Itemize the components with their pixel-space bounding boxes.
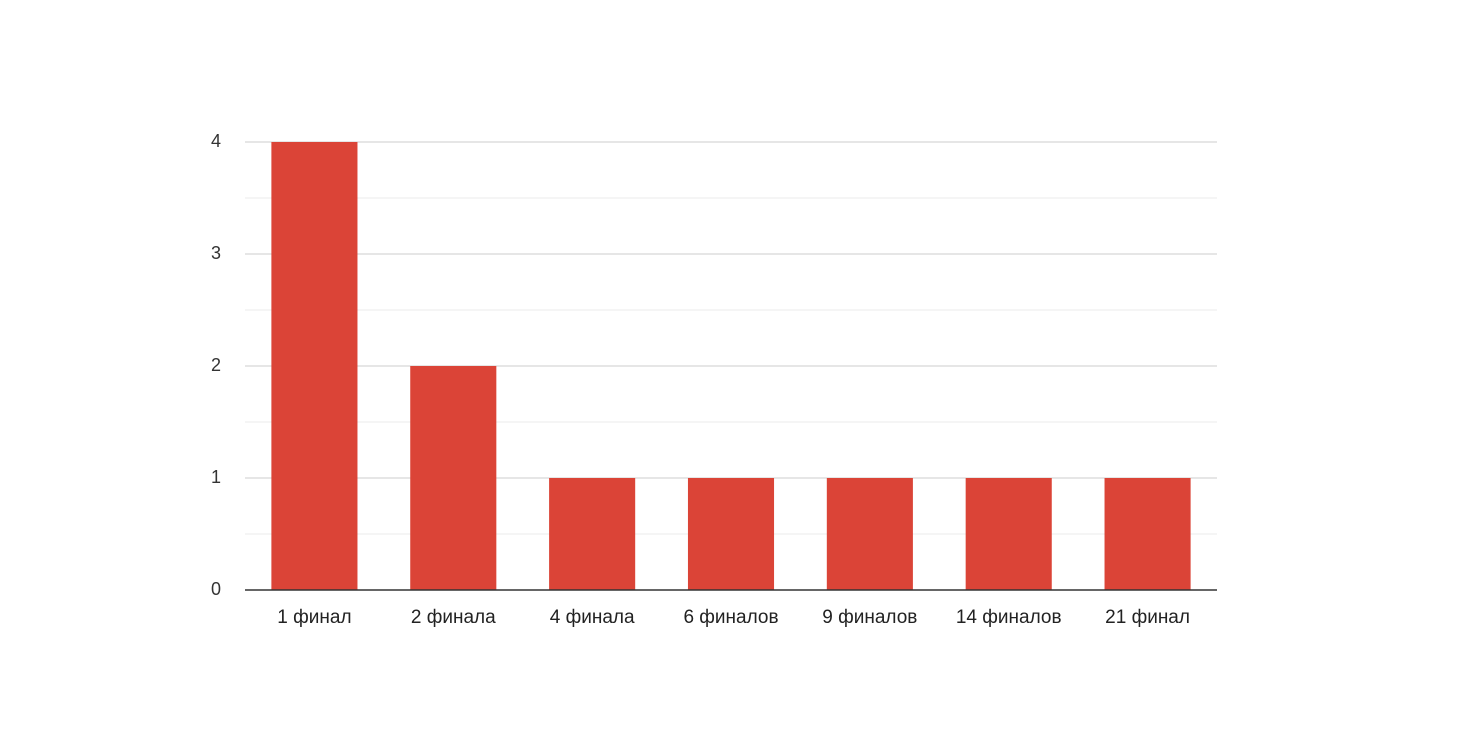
y-tick-label: 2 — [211, 355, 221, 375]
x-tick-label: 9 финалов — [822, 607, 918, 628]
y-tick-label: 0 — [211, 579, 221, 599]
x-tick-label: 1 финал — [277, 607, 352, 628]
y-tick-label: 3 — [211, 243, 221, 263]
bar — [1104, 478, 1191, 590]
x-tick-label: 14 финалов — [955, 607, 1062, 628]
bar — [549, 478, 636, 590]
bar — [410, 366, 497, 590]
y-tick-label: 4 — [211, 131, 221, 151]
x-tick-label: 6 финалов — [683, 607, 779, 628]
bar — [687, 478, 775, 590]
x-tick-label: 4 финала — [549, 607, 635, 628]
bar — [271, 142, 358, 590]
x-tick-label: 2 финала — [410, 607, 496, 628]
bar — [826, 478, 913, 590]
x-tick-label: 21 финал — [1105, 607, 1190, 628]
y-tick-label: 1 — [211, 467, 221, 487]
bar — [965, 478, 1052, 590]
